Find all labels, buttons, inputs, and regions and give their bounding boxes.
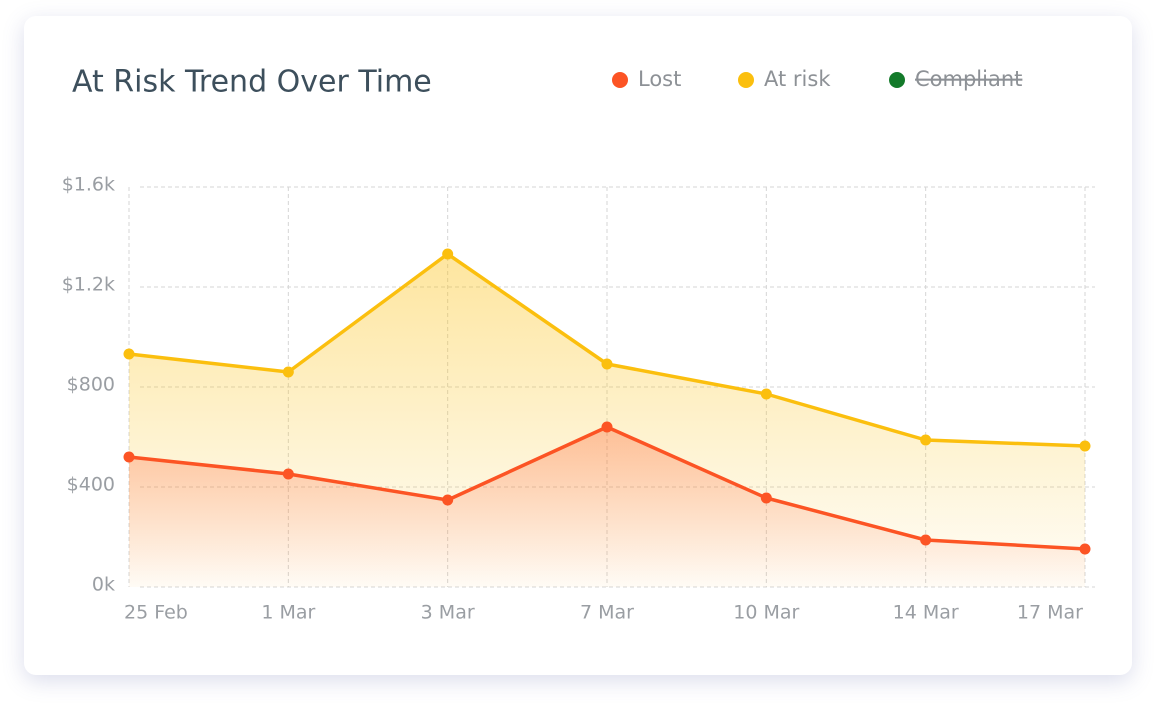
x-tick-label: 7 Mar [580,602,634,624]
chart-title: At Risk Trend Over Time [72,65,432,100]
x-tick-label: 14 Mar [893,602,959,624]
point [760,388,772,400]
legend-label[interactable]: Compliant [915,67,1022,91]
x-tick-label: 17 Mar [1017,602,1083,624]
point [760,492,772,504]
point [1079,543,1091,555]
point [601,358,613,370]
point [1079,440,1091,452]
x-tick-label: 1 Mar [261,602,315,624]
point [282,366,294,378]
x-tick-label: 25 Feb [124,602,188,624]
legend-label[interactable]: Lost [638,67,681,91]
legend-marker[interactable] [889,72,905,88]
y-tick-label: $1.2k [62,274,115,296]
legend-marker[interactable] [612,72,628,88]
y-tick-label: $800 [67,374,115,396]
area [129,427,1085,587]
point [601,421,613,433]
point [442,248,454,260]
x-tick-label: 10 Mar [733,602,799,624]
point [920,534,932,546]
point [920,434,932,446]
point [123,451,135,463]
y-tick-label: 0k [92,574,115,596]
y-tick-label: $1.6k [62,174,115,196]
x-tick-label: 3 Mar [421,602,475,624]
legend-marker[interactable] [738,72,754,88]
y-tick-label: $400 [67,474,115,496]
point [282,468,294,480]
legend-label[interactable]: At risk [764,67,831,91]
point [123,348,135,360]
point [442,494,454,506]
